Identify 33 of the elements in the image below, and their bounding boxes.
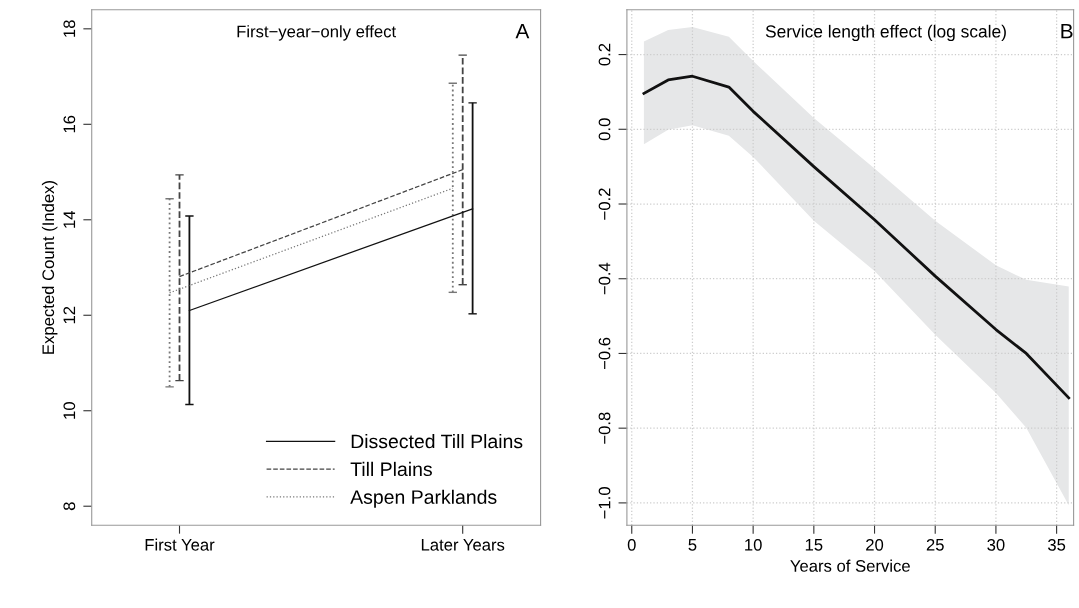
y-tick-label: 0.2 (598, 43, 611, 66)
x-tick-label: 5 (688, 539, 697, 551)
x-tick-label: First Year (145, 538, 215, 551)
annotation: B (1061, 23, 1073, 39)
y-tick-label: −0.6 (598, 337, 611, 370)
x-tick-label: 20 (866, 538, 884, 551)
legend-label: Aspen Parklands (350, 489, 497, 508)
y-tick-label: −1.0 (598, 487, 611, 519)
x-tick-label: 10 (745, 538, 762, 551)
y-axis-title: Expected Count (Index) (41, 181, 58, 354)
y-tick-label: 18 (63, 20, 76, 37)
x-tick-label: 0 (627, 538, 636, 551)
y-tick-label: −0.4 (598, 262, 611, 295)
y-tick-label: 14 (63, 211, 76, 228)
annotation: First−year−only effect (237, 25, 397, 41)
y-tick-label: −0.8 (598, 412, 611, 444)
y-tick-label: 0.0 (598, 118, 611, 141)
y-tick-label: 12 (63, 306, 76, 324)
y-tick-label: −0.2 (598, 188, 611, 220)
legend-label: Till Plains (350, 461, 432, 477)
x-tick-label: 15 (805, 539, 823, 551)
x-axis-title: Years of Service (790, 559, 910, 572)
x-tick-label: 25 (926, 538, 944, 551)
annotation: Service length effect (log scale) (765, 24, 1006, 42)
y-tick-label: 10 (63, 402, 76, 419)
x-tick-label: 35 (1047, 538, 1066, 551)
legend-label: Dissected Till Plains (351, 433, 523, 449)
y-tick-label: 16 (63, 115, 76, 133)
x-tick-label: Later Years (421, 539, 505, 551)
y-tick-label: 8 (63, 502, 76, 511)
x-tick-label: 30 (987, 538, 1005, 551)
annotation: A (515, 23, 530, 39)
line-series (642, 74, 1071, 400)
